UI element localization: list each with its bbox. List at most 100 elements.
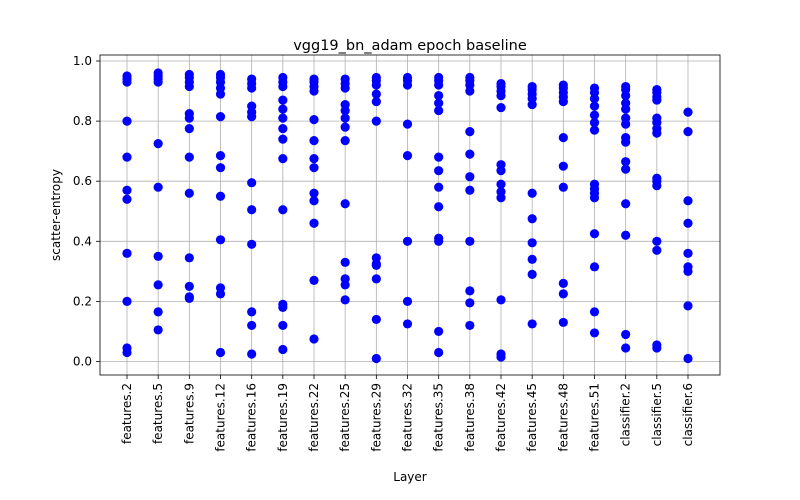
data-point <box>371 80 381 90</box>
data-point <box>652 128 662 138</box>
x-tick-label: features.5 <box>151 383 165 444</box>
data-point <box>434 105 444 116</box>
data-point <box>496 352 506 362</box>
data-point <box>589 193 600 203</box>
data-point <box>621 199 631 209</box>
data-point <box>496 193 506 203</box>
data-point <box>527 269 537 279</box>
data-point <box>465 172 475 182</box>
data-point <box>589 328 600 338</box>
data-point <box>465 298 475 308</box>
data-point <box>496 166 506 176</box>
data-point <box>122 77 132 87</box>
data-point <box>621 164 631 174</box>
data-point <box>122 347 132 358</box>
data-point <box>371 89 381 99</box>
data-point <box>527 99 537 110</box>
data-point <box>184 281 194 291</box>
chart-title: vgg19_bn_adam epoch baseline <box>293 38 527 54</box>
data-point <box>402 119 413 129</box>
x-tick-label: classifier.6 <box>681 383 695 446</box>
data-point <box>278 113 288 123</box>
data-point <box>465 185 475 195</box>
data-point <box>621 157 631 167</box>
data-point <box>465 236 475 246</box>
data-point <box>122 152 132 162</box>
data-point <box>340 257 350 267</box>
data-point <box>434 347 444 358</box>
data-point <box>683 248 693 258</box>
plot-frame <box>99 54 721 376</box>
x-tick-label: classifier.5 <box>650 383 664 446</box>
data-point <box>652 181 662 191</box>
data-point <box>589 101 600 111</box>
data-point <box>278 95 288 105</box>
data-point <box>278 124 288 134</box>
data-point <box>247 239 257 249</box>
data-point <box>247 205 257 215</box>
data-point <box>496 90 506 101</box>
data-point <box>371 353 381 364</box>
y-tick-label: 0.4 <box>73 234 92 248</box>
x-tick-label: features.25 <box>338 383 352 452</box>
data-point <box>434 326 444 337</box>
x-tick-label: features.51 <box>588 383 602 452</box>
data-point <box>309 163 319 173</box>
data-point <box>434 98 444 108</box>
data-point <box>683 266 693 276</box>
data-point <box>589 125 600 135</box>
data-point <box>465 286 475 296</box>
data-point <box>683 353 693 364</box>
data-point <box>153 307 163 317</box>
data-point <box>434 236 444 246</box>
x-tick-label: features.38 <box>463 383 477 452</box>
data-point <box>652 236 662 246</box>
data-point <box>184 113 194 123</box>
x-tick-label: features.32 <box>401 383 415 452</box>
points-layer <box>122 68 693 364</box>
x-tick-label: features.16 <box>245 383 259 452</box>
data-point <box>278 134 288 144</box>
data-point <box>621 230 631 240</box>
data-point <box>309 136 319 146</box>
data-point <box>247 178 257 188</box>
data-point <box>558 289 568 299</box>
data-point <box>402 80 413 90</box>
data-point <box>247 83 257 93</box>
x-tick-label: features.19 <box>276 383 290 452</box>
y-tick-label: 0.6 <box>73 174 92 188</box>
data-point <box>184 188 194 198</box>
data-point <box>122 116 132 126</box>
data-point <box>340 199 350 209</box>
data-point <box>589 307 600 317</box>
data-point <box>247 111 257 122</box>
data-point <box>371 274 381 284</box>
data-point <box>278 302 288 312</box>
data-point <box>496 295 506 305</box>
data-point <box>683 107 693 117</box>
data-point <box>247 349 257 359</box>
x-tick-label: classifier.2 <box>619 383 633 446</box>
data-point <box>434 152 444 162</box>
data-point <box>402 236 413 246</box>
data-point <box>465 86 475 96</box>
x-tick-label: features.48 <box>556 383 570 452</box>
y-tick-label: 0.8 <box>73 114 92 128</box>
data-point <box>278 320 288 331</box>
data-point <box>215 191 226 201</box>
data-point <box>683 301 693 311</box>
data-point <box>402 296 413 306</box>
data-point <box>122 194 132 204</box>
data-point <box>153 182 163 192</box>
x-tick-label: features.22 <box>307 383 321 452</box>
data-point <box>340 280 350 290</box>
data-point <box>309 115 319 125</box>
data-point <box>434 182 444 192</box>
data-point <box>371 96 381 107</box>
data-point <box>215 151 226 161</box>
data-point <box>122 296 132 306</box>
data-point <box>153 280 163 290</box>
data-point <box>215 235 226 245</box>
data-point <box>465 149 475 159</box>
x-tick-label: features.9 <box>182 383 196 444</box>
